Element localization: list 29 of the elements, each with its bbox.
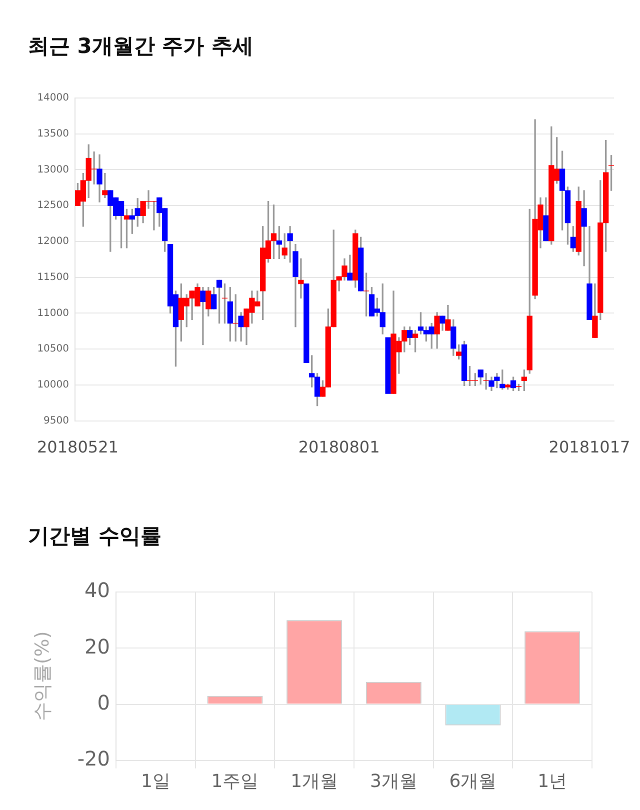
- y-tick-label: 13000: [37, 164, 69, 176]
- x-tick-label: 1주일: [211, 770, 259, 792]
- y-tick-label: 14000: [37, 92, 69, 104]
- y-tick-label: 10500: [37, 344, 69, 355]
- x-tick-label: 1일: [140, 770, 170, 792]
- chart-title: 기간별 수익률: [28, 523, 162, 550]
- x-tick-label: 1개월: [290, 770, 338, 792]
- y-tick-label: 11000: [37, 308, 69, 319]
- y-tick-label: 12000: [37, 236, 69, 248]
- chart-title: 최근 3개월간 주가 추세: [28, 33, 254, 60]
- candlestick: [304, 283, 310, 364]
- x-tick-label: 3개월: [370, 770, 418, 792]
- y-tick-label: 13500: [37, 128, 69, 140]
- y-tick-label: 11500: [37, 272, 69, 283]
- x-tick-label: 20180521: [37, 438, 118, 457]
- y-tick-label: 12500: [37, 200, 69, 212]
- y-tick-label: -20: [77, 746, 110, 771]
- candlestick: [385, 337, 391, 394]
- y-tick-label: 40: [84, 578, 110, 602]
- x-tick-label: 1년: [538, 770, 568, 792]
- y-tick-label: 20: [84, 634, 110, 658]
- x-tick-label: 20180801: [298, 438, 380, 457]
- y-tick-label: 9500: [44, 415, 69, 426]
- y-tick-label: 10000: [37, 380, 69, 391]
- candlestick: [200, 287, 206, 346]
- y-tick-label: 0: [97, 690, 110, 714]
- x-tick-label: 20181017: [548, 438, 630, 457]
- x-tick-label: 6개월: [449, 770, 497, 792]
- y-axis-title: 수익률(%): [31, 631, 54, 722]
